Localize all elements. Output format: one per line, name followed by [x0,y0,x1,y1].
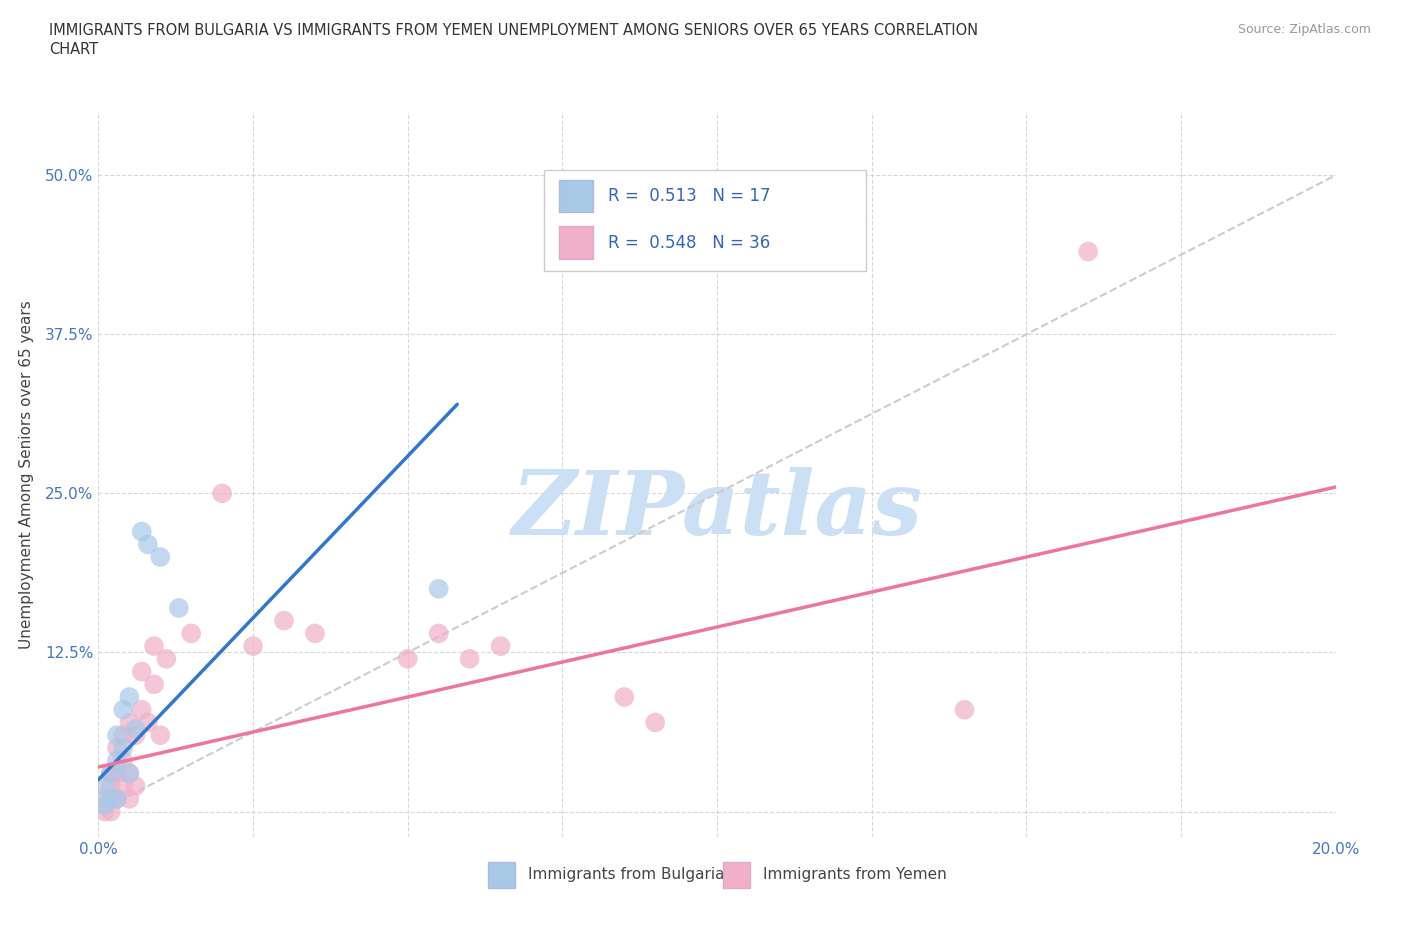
Point [242,639,264,654]
Bar [558,226,593,259]
Point [112,778,135,793]
Point [131,525,153,539]
Text: IMMIGRANTS FROM BULGARIA VS IMMIGRANTS FROM YEMEN UNEMPLOYMENT AMONG SENIORS OVE: IMMIGRANTS FROM BULGARIA VS IMMIGRANTS F… [49,23,979,38]
Point [273,613,295,628]
Point [100,766,122,781]
Text: ZIPatlas: ZIPatlas [512,467,922,554]
Point [118,715,141,730]
Point [105,728,128,743]
Point [105,791,128,806]
Point [143,677,166,692]
Point [112,740,135,755]
Point [112,702,135,717]
Point [118,766,141,781]
Point [118,766,141,781]
Point [93,791,115,806]
Point [167,601,190,616]
Point [644,715,666,730]
Point [396,651,419,666]
Point [112,728,135,743]
Point [304,626,326,641]
Point [105,791,128,806]
Point [105,753,128,768]
Point [1077,245,1099,259]
Point [953,702,976,717]
Point [180,626,202,641]
Point [105,766,128,781]
Bar [488,862,516,888]
Point [124,722,146,737]
Point [155,651,177,666]
Bar [558,179,593,212]
Point [100,804,122,819]
Point [136,715,159,730]
Point [613,689,636,704]
Point [124,728,146,743]
Point [112,753,135,768]
Point [131,664,153,679]
Point [211,486,233,501]
Point [118,689,141,704]
Point [105,740,128,755]
Y-axis label: Unemployment Among Seniors over 65 years: Unemployment Among Seniors over 65 years [18,300,34,649]
Point [489,639,512,654]
Point [93,778,115,793]
Point [100,778,122,793]
Point [118,791,141,806]
Point [149,728,172,743]
Point [100,791,122,806]
Point [136,537,159,551]
Text: Immigrants from Bulgaria: Immigrants from Bulgaria [527,867,724,883]
Text: R =  0.513   N = 17: R = 0.513 N = 17 [609,187,770,205]
Point [458,651,481,666]
Point [93,798,115,813]
Point [143,639,166,654]
Point [427,626,450,641]
Point [100,766,122,781]
Text: R =  0.548   N = 36: R = 0.548 N = 36 [609,233,770,252]
Point [427,581,450,596]
Text: CHART: CHART [49,42,98,57]
Point [93,804,115,819]
Point [124,778,146,793]
Text: Immigrants from Yemen: Immigrants from Yemen [763,867,946,883]
Bar [723,862,751,888]
Point [149,550,172,565]
Text: Source: ZipAtlas.com: Source: ZipAtlas.com [1237,23,1371,36]
FancyBboxPatch shape [544,169,866,272]
Point [131,702,153,717]
